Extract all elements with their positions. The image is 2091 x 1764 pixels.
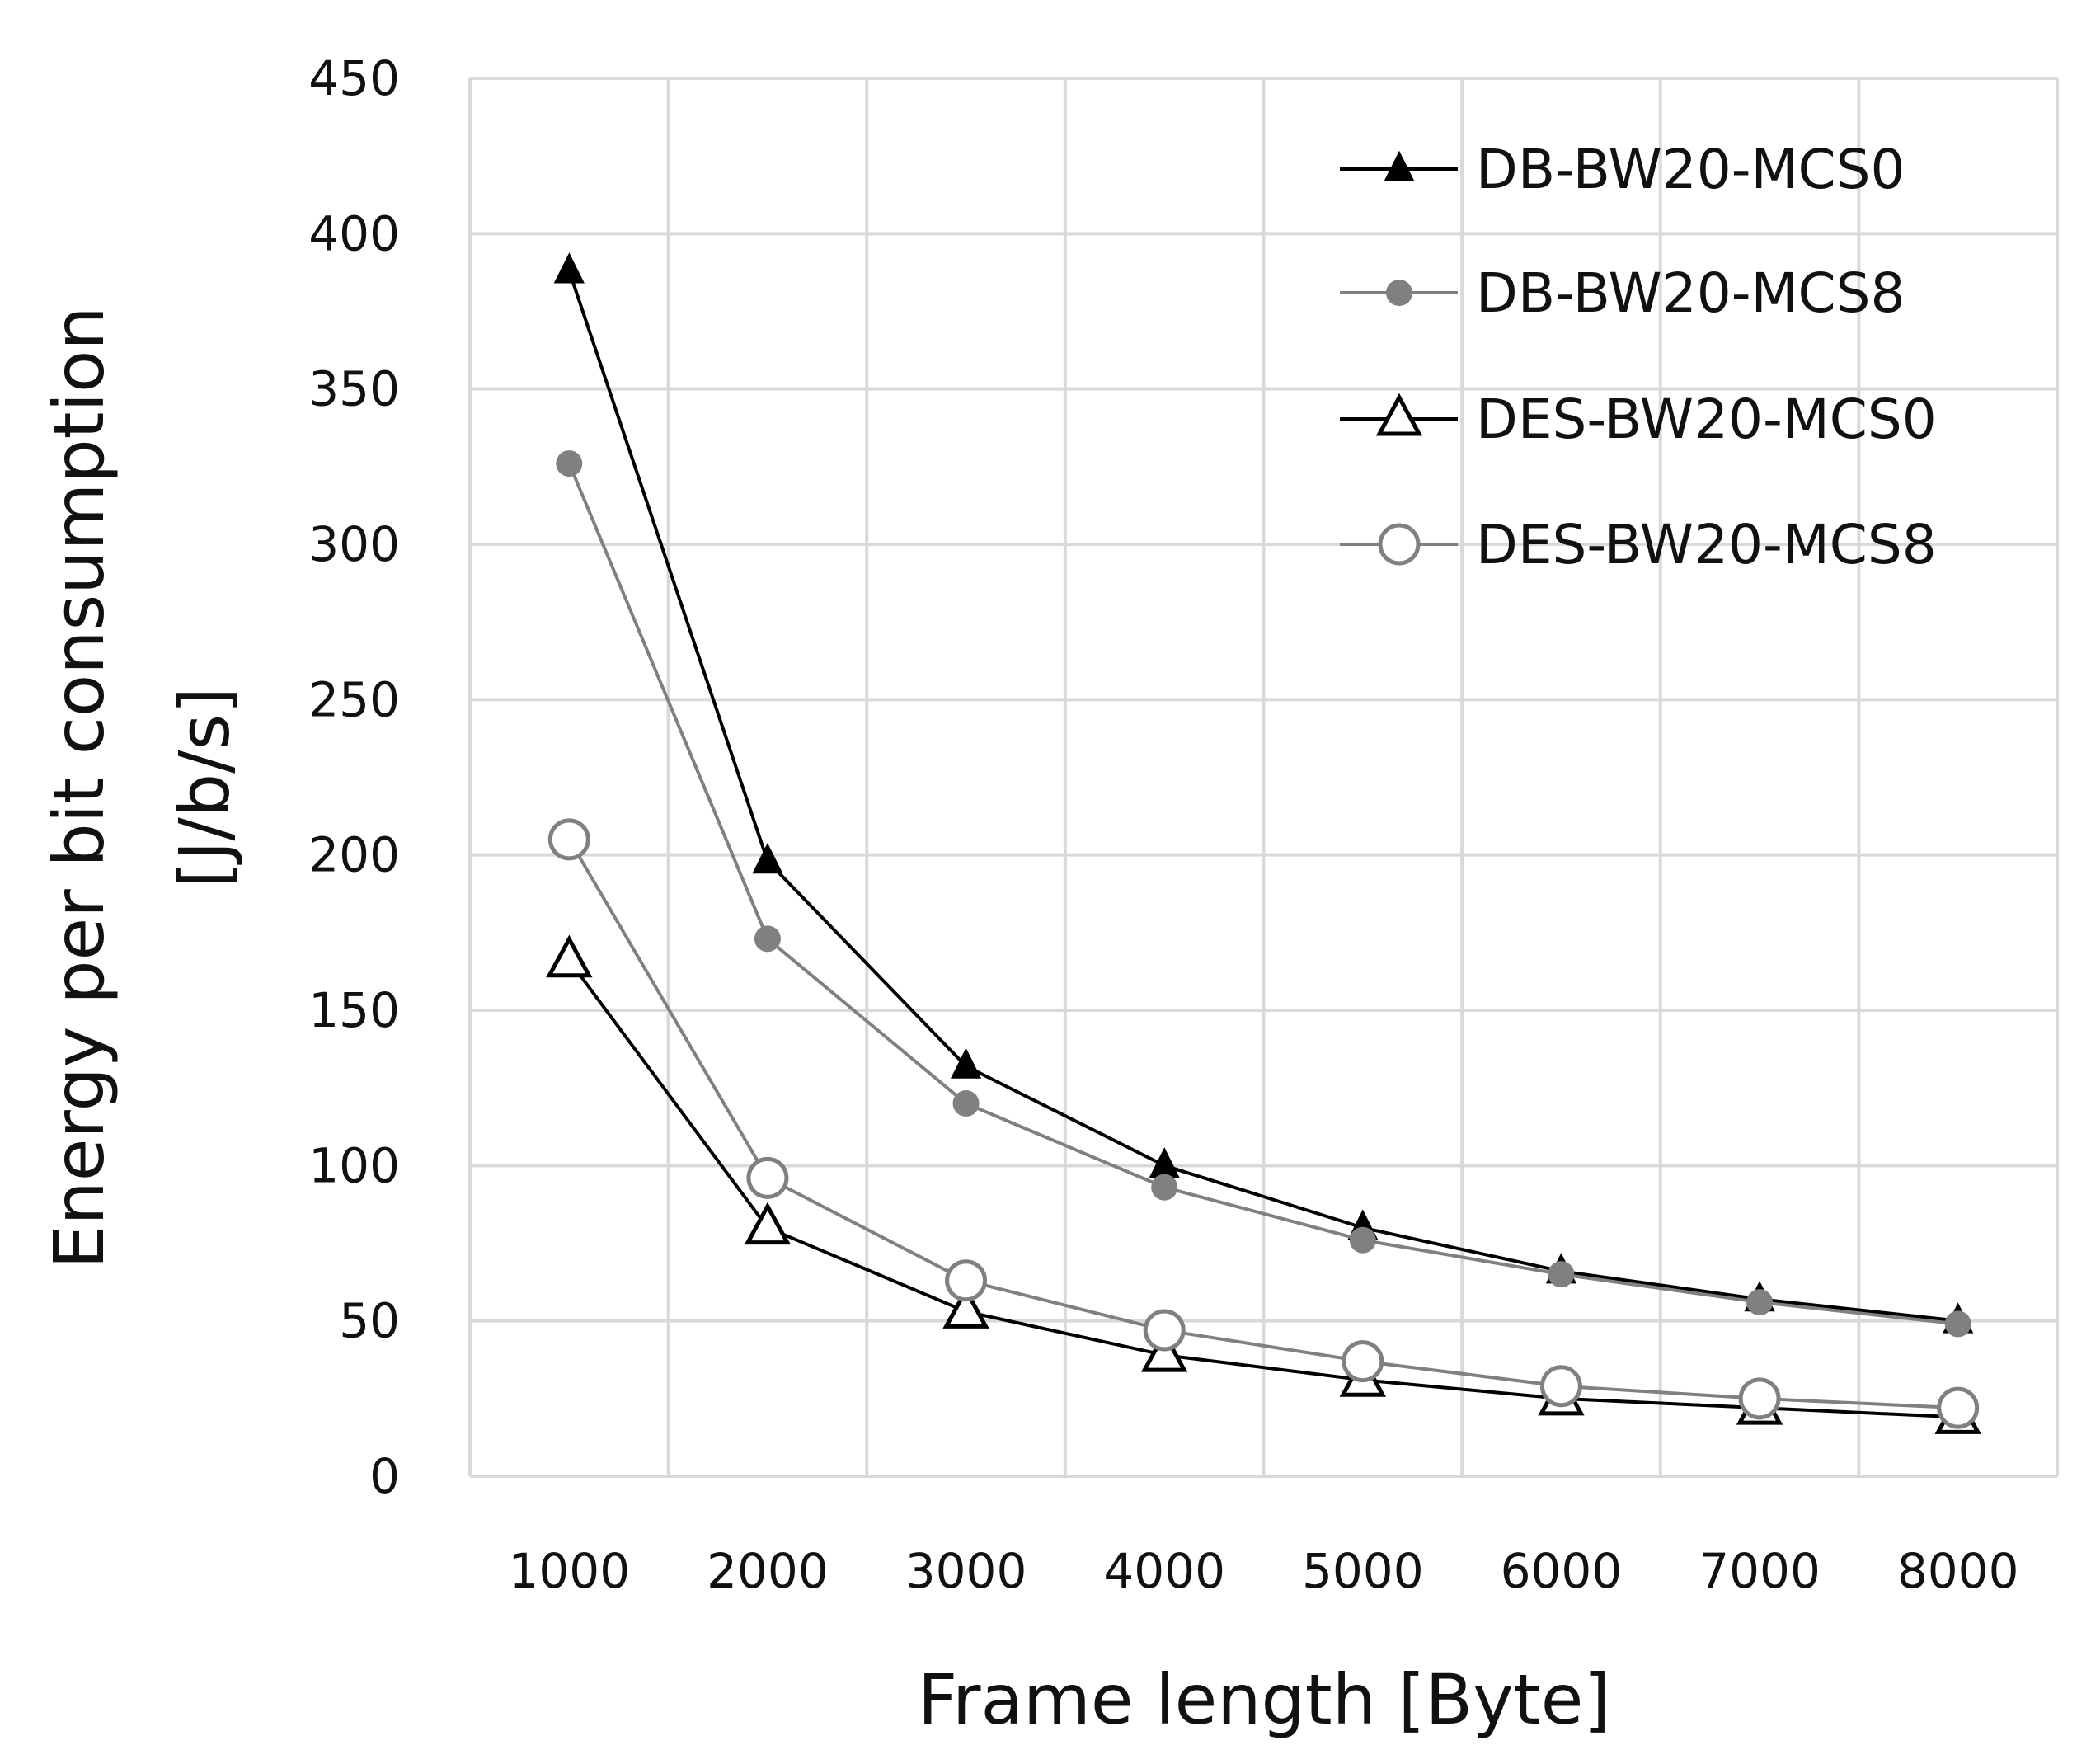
- x-tick-label: 1000: [509, 1543, 631, 1599]
- y-axis-tick-labels: 0 50 100 150 200 250 300 350 400 450: [308, 50, 400, 1504]
- y-tick-label: 100: [308, 1137, 400, 1193]
- data-point-des-bw20-mcs0-marker: [546, 934, 593, 978]
- data-point-db-bw20-mcs8-marker: [1548, 1261, 1575, 1288]
- data-point-des-bw20-mcs0-marker: [942, 1286, 989, 1329]
- y-tick-label: 450: [308, 50, 400, 106]
- legend-entry-des-bw20-mcs8: DES-BW20-MCS8: [1340, 513, 1937, 576]
- y-tick-label: 250: [308, 671, 400, 727]
- data-point-des-bw20-mcs8-marker: [945, 1259, 988, 1302]
- legend-db-bw20-mcs8-marker: [1386, 280, 1412, 306]
- legend-entry-db-bw20-mcs0: DB-BW20-MCS0: [1340, 138, 1905, 201]
- y-axis-title-line-2: [J/b/s]: [164, 687, 245, 888]
- y-tick-label: 200: [308, 827, 400, 883]
- legend-label-des-bw20-mcs8: DES-BW20-MCS8: [1476, 513, 1937, 576]
- series-db-bw20-mcs8: [556, 450, 1971, 1338]
- legend-label-db-bw20-mcs0: DB-BW20-MCS0: [1476, 138, 1905, 201]
- data-point-des-bw20-mcs8-marker: [1738, 1377, 1781, 1420]
- y-tick-label: 400: [308, 205, 400, 261]
- data-point-db-bw20-mcs8-marker: [1349, 1226, 1376, 1254]
- y-tick-label: 50: [339, 1293, 400, 1349]
- data-point-des-bw20-mcs0-marker: [744, 1202, 792, 1245]
- data-point-des-bw20-mcs8-marker: [1539, 1365, 1582, 1408]
- y-tick-label: 0: [369, 1448, 400, 1504]
- data-point-db-bw20-mcs0-marker: [553, 252, 585, 284]
- data-point-db-bw20-mcs8-marker: [1151, 1174, 1178, 1201]
- chart-grid: [468, 77, 2059, 1478]
- data-point-des-bw20-mcs8-marker: [1342, 1340, 1384, 1383]
- legend-db-bw20-mcs0-marker: [1384, 150, 1415, 181]
- legend-label-db-bw20-mcs8: DB-BW20-MCS8: [1476, 261, 1905, 325]
- x-tick-label: 5000: [1302, 1543, 1424, 1599]
- x-axis-title: Frame length [Byte]: [918, 1659, 1610, 1740]
- data-point-db-bw20-mcs8-marker: [754, 925, 781, 953]
- x-axis-tick-labels: 1000 2000 3000 4000 5000 6000 7000 8000: [509, 1543, 2019, 1599]
- y-axis-title-line-1: Energy per bit consumption: [39, 306, 120, 1268]
- data-point-db-bw20-mcs8-marker: [952, 1090, 980, 1117]
- data-point-des-bw20-mcs8-marker: [746, 1156, 789, 1199]
- data-point-des-bw20-mcs8-marker: [1937, 1386, 1980, 1429]
- x-tick-label: 7000: [1699, 1543, 1821, 1599]
- chart-series: [546, 252, 1981, 1434]
- series-line-db-bw20-mcs8: [567, 463, 1958, 1326]
- data-point-des-bw20-mcs8-marker: [547, 818, 590, 861]
- data-point-db-bw20-mcs0-marker: [950, 1047, 982, 1079]
- data-point-db-bw20-mcs0-marker: [1149, 1147, 1180, 1178]
- data-point-db-bw20-mcs8-marker: [556, 450, 583, 477]
- data-point-db-bw20-mcs8-marker: [1746, 1289, 1774, 1316]
- chart-legend: DB-BW20-MCS0 DB-BW20-MCS8 DES-BW20-MCS0 DES…: [1340, 138, 1937, 576]
- data-point-db-bw20-mcs0-marker: [752, 842, 783, 874]
- y-axis-title: Energy per bit consumption [J/b/s]: [39, 306, 245, 1268]
- data-point-des-bw20-mcs0-marker: [1140, 1329, 1188, 1372]
- x-tick-label: 2000: [707, 1543, 829, 1599]
- data-point-db-bw20-mcs8-marker: [1944, 1310, 1971, 1338]
- series-line-des-bw20-mcs8: [567, 838, 1958, 1410]
- x-tick-label: 6000: [1501, 1543, 1623, 1599]
- legend-entry-db-bw20-mcs8: DB-BW20-MCS8: [1340, 261, 1905, 325]
- legend-des-bw20-mcs0-marker: [1375, 393, 1423, 436]
- x-tick-label: 3000: [905, 1543, 1027, 1599]
- legend-entry-des-bw20-mcs0: DES-BW20-MCS0: [1340, 388, 1937, 451]
- series-line-des-bw20-mcs0: [567, 959, 1958, 1419]
- legend-label-des-bw20-mcs0: DES-BW20-MCS0: [1476, 388, 1937, 451]
- x-tick-label: 4000: [1103, 1543, 1225, 1599]
- y-tick-label: 350: [308, 361, 400, 417]
- series-line-db-bw20-mcs0: [567, 270, 1958, 1323]
- data-point-des-bw20-mcs8-marker: [1143, 1309, 1186, 1352]
- x-tick-label: 8000: [1897, 1543, 2019, 1599]
- y-tick-label: 300: [308, 516, 400, 572]
- legend-des-bw20-mcs8-marker: [1378, 523, 1421, 566]
- series-des-bw20-mcs8: [547, 818, 1980, 1429]
- y-tick-label: 150: [308, 982, 400, 1038]
